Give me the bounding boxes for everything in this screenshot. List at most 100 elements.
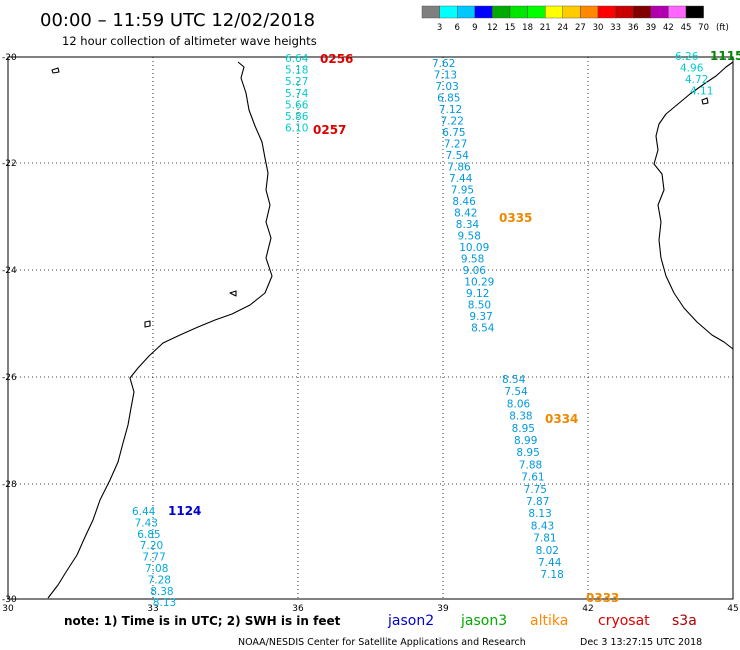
colorbar-swatch xyxy=(545,5,564,19)
swh-value: 7.54 xyxy=(446,150,470,162)
colorbar-label: 33 xyxy=(610,23,621,33)
swh-value: 8.95 xyxy=(516,447,539,459)
swh-value: 4.96 xyxy=(680,63,704,75)
latitude-label: -22 xyxy=(2,159,17,169)
pass-time-label: 0335 xyxy=(499,211,532,225)
satellite-name: jason3 xyxy=(460,613,507,629)
swh-value: 7.20 xyxy=(140,540,163,552)
swh-value: 7.86 xyxy=(447,162,471,174)
axis-tick-labels: 30 33 36 39 42 45 -20 -22 -24 -26 -28 -30 xyxy=(2,53,739,614)
swh-value: 7.61 xyxy=(521,472,544,484)
latitude-label: -30 xyxy=(2,595,17,605)
swh-value: 7.03 xyxy=(435,81,458,93)
swh-value: 7.28 xyxy=(148,574,171,586)
swh-value: 5.18 xyxy=(285,65,308,77)
swh-value: 8.54 xyxy=(471,323,495,335)
pass-time-label: 0334 xyxy=(545,412,578,426)
swh-value: 7.54 xyxy=(504,386,528,398)
island-2 xyxy=(144,320,151,328)
swh-value: 8.54 xyxy=(502,374,526,386)
colorbar-swatch xyxy=(668,5,687,19)
colorbar-swatch xyxy=(421,5,440,19)
colorbar-label: 12 xyxy=(487,23,498,33)
swh-value: 7.43 xyxy=(135,517,158,529)
colorbar-label: 36 xyxy=(628,23,639,33)
colorbar-swatch xyxy=(685,5,704,19)
swh-value: 7.12 xyxy=(439,104,462,116)
swh-value: 6.75 xyxy=(442,127,465,139)
swh-value: 7.87 xyxy=(526,496,549,508)
map-frame xyxy=(7,56,734,600)
swh-value: 6.85 xyxy=(437,93,460,105)
colorbar-label: 24 xyxy=(557,23,568,33)
longitude-label: 36 xyxy=(292,604,304,614)
swh-value: 5.66 xyxy=(285,99,309,111)
swh-value: 6.64 xyxy=(285,53,309,65)
pass-time-label: 0257 xyxy=(313,123,346,137)
swh-value: 8.43 xyxy=(531,520,554,532)
island-3 xyxy=(229,290,237,297)
longitude-label: 42 xyxy=(582,604,593,614)
colorbar-label: 15 xyxy=(505,23,516,33)
longitude-label: 33 xyxy=(147,604,158,614)
colorbar-label: 45 xyxy=(681,23,692,33)
swh-value: 7.77 xyxy=(142,552,165,564)
footer-credit: NOAA/NESDIS Center for Satellite Applica… xyxy=(238,637,526,648)
colorbar-label: 70 xyxy=(698,23,709,33)
colorbar-swatch xyxy=(562,5,581,19)
longitude-label: 39 xyxy=(437,604,449,614)
lat-lon-grid xyxy=(8,57,733,599)
swh-value: 5.27 xyxy=(285,76,308,88)
madagascar-coastline xyxy=(653,61,734,350)
longitude-label: 30 xyxy=(2,604,14,614)
swh-value: 6.10 xyxy=(285,123,308,135)
colorbar-swatch xyxy=(492,5,511,19)
colorbar-label: 27 xyxy=(575,23,586,33)
colorbar-label: 9 xyxy=(472,23,477,33)
swh-value: 5.86 xyxy=(285,111,309,123)
satellite-legend: jason2 jason3 altika cryosat s3a xyxy=(387,613,697,629)
colorbar-label: 30 xyxy=(593,23,604,33)
colorbar-swatch xyxy=(457,5,476,19)
pass-time-label: 1115 xyxy=(710,49,740,63)
colorbar-label: 39 xyxy=(645,23,656,33)
swh-value: 8.38 xyxy=(509,411,532,423)
colorbar-label: 3 xyxy=(437,23,442,33)
swh-value: 8.34 xyxy=(456,219,480,231)
satellite-name: s3a xyxy=(672,613,697,629)
swh-value: 9.37 xyxy=(469,311,492,323)
swh-value: 7.22 xyxy=(441,116,464,128)
latitude-label: -26 xyxy=(2,373,17,383)
colorbar-swatch xyxy=(650,5,669,19)
swh-value: 6.26 xyxy=(675,51,699,63)
swh-value: 7.62 xyxy=(432,58,455,70)
swh-value: 7.18 xyxy=(540,569,563,581)
swh-value: 7.44 xyxy=(538,557,562,569)
swh-value: 8.06 xyxy=(507,398,531,410)
swh-value: 8.38 xyxy=(150,586,173,598)
latitude-label: -28 xyxy=(2,480,17,490)
colorbar-swatch xyxy=(509,5,528,19)
colorbar-label: 6 xyxy=(454,23,459,33)
satellite-name: jason2 xyxy=(387,613,434,629)
colorbar-swatch xyxy=(474,5,493,19)
colorbar-swatch xyxy=(439,5,458,19)
swh-value: 10.29 xyxy=(464,277,494,289)
colorbar-swatch xyxy=(615,5,634,19)
swh-value: 8.13 xyxy=(153,597,176,609)
swh-value: 8.13 xyxy=(528,508,551,520)
swh-value: 8.99 xyxy=(514,435,537,447)
colorbar-unit: (ft) xyxy=(716,23,729,33)
colorbar-swatch xyxy=(527,5,546,19)
swh-value: 7.08 xyxy=(145,563,168,575)
colorbar-label: 18 xyxy=(522,23,533,33)
satellite-name: cryosat xyxy=(598,613,650,629)
island-1 xyxy=(51,67,60,74)
swh-value: 9.58 xyxy=(461,254,484,266)
swh-value: 7.13 xyxy=(434,70,457,82)
pass-time-label: 0256 xyxy=(320,52,353,66)
swh-value: 7.81 xyxy=(533,533,556,545)
colorbar-label: 21 xyxy=(540,23,551,33)
swh-value: 8.95 xyxy=(512,423,535,435)
